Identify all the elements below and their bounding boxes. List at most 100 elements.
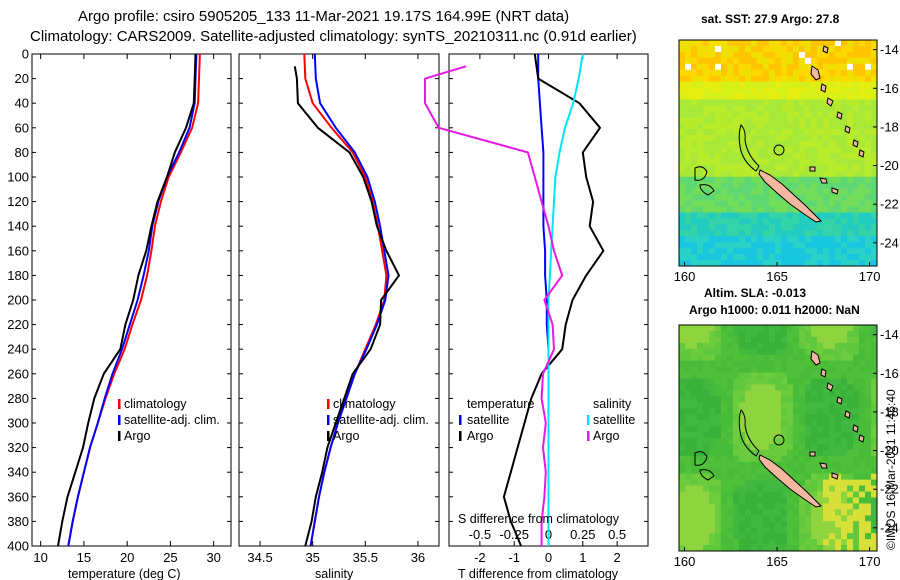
heatmap-cell [817,497,824,505]
heatmap-cell [757,372,764,380]
heatmap-cell [811,432,818,439]
heatmap-cell [745,242,752,249]
heatmap-cell [745,366,752,374]
heatmap-cell [775,129,782,136]
heatmap-cell [745,509,752,516]
heatmap-cell [871,248,877,255]
heatmap-cell [691,497,698,505]
heatmap-cell [853,212,860,220]
heatmap-cell [739,212,746,220]
heatmap-cell [781,497,788,505]
heatmap-cell [841,497,848,505]
heatmap-cell [847,342,854,350]
heatmap-cell [781,224,788,231]
heatmap-cell [739,135,746,142]
heatmap-cell [739,117,746,124]
heatmap-cell [835,420,842,427]
heatmap-cell [715,426,722,433]
heatmap-cell [865,515,872,522]
heatmap-cell [739,402,746,409]
heatmap-cell [853,236,860,243]
heatmap-cell [745,533,752,540]
heatmap-cell [703,473,710,481]
heatmap-cell [745,123,752,130]
heatmap-cell [757,123,764,130]
heatmap-cell [829,218,836,225]
heatmap-cell [787,390,794,397]
heatmap-cell [739,93,746,101]
heatmap-cell [745,408,752,415]
heatmap-cell [865,426,872,433]
heatmap-cell [757,260,764,266]
heatmap-cell [703,69,710,77]
heatmap-cell [739,236,746,243]
heatmap-cell [847,57,854,65]
heatmap-cell [823,527,830,534]
heatmap-cell [859,224,866,231]
heatmap-cell [769,170,776,178]
heatmap-cell [757,200,764,208]
heatmap-cell [697,242,704,249]
heatmap-cell [769,248,776,255]
heatmap-cell [751,87,758,95]
heatmap-cell [847,336,854,344]
heatmap-cell [733,527,740,534]
heatmap-cell [745,479,752,487]
heatmap-cell [697,497,704,505]
heatmap-cell [871,105,877,112]
heatmap-cell [787,164,794,172]
heatmap-cell [799,123,806,130]
heatmap-cell [847,135,854,142]
heatmap-cell [697,99,704,107]
heatmap-cell [733,81,740,89]
heatmap-cell [853,336,860,344]
heatmap-cell [835,63,842,71]
heatmap-cell [691,248,698,255]
heatmap-cell [853,420,860,427]
heatmap-cell [757,218,764,225]
heatmap-cell [733,330,740,338]
heatmap-cell [829,485,836,493]
heatmap-cell [829,206,836,214]
heatmap-cell [763,260,770,266]
heatmap-cell [691,366,698,374]
heatmap-cell [847,402,854,409]
heatmap-cell [721,521,728,528]
heatmap-cell [805,117,812,124]
heatmap-cell [853,467,860,475]
heatmap-cell [805,200,812,208]
heatmap-cell [847,45,854,53]
heatmap-cell [871,372,877,380]
heatmap-cell [859,372,866,380]
heatmap-cell [757,93,764,101]
heatmap-cell [835,69,842,77]
heatmap-cell [679,384,686,392]
heatmap-cell [745,378,752,386]
heatmap-cell [697,40,704,47]
heatmap-cell [829,455,836,463]
heatmap-cell [829,420,836,427]
x2-tick-label: -0.5 [469,527,491,542]
heatmap-cell [787,330,794,338]
heatmap-cell [715,170,722,178]
y-tick-label: 160 [7,243,29,258]
heatmap-cell [721,515,728,522]
heatmap-cell [679,236,686,243]
heatmap-cell [763,485,770,493]
heatmap-cell [847,408,854,415]
heatmap-cell [829,330,836,338]
heatmap-cell [817,390,824,397]
heatmap-cell [721,212,728,220]
heatmap-cell [763,230,770,237]
heatmap-cell [709,123,716,130]
heatmap-cell [841,170,848,178]
heatmap-cell [763,378,770,386]
heatmap-cell [811,420,818,427]
heatmap-cell [691,81,698,89]
heatmap-cell [835,408,842,415]
heatmap-cell [709,360,716,368]
series-line-argo [293,66,400,547]
heatmap-cell [865,467,872,475]
heatmap-cell [751,539,758,546]
heatmap-cell [715,491,722,499]
